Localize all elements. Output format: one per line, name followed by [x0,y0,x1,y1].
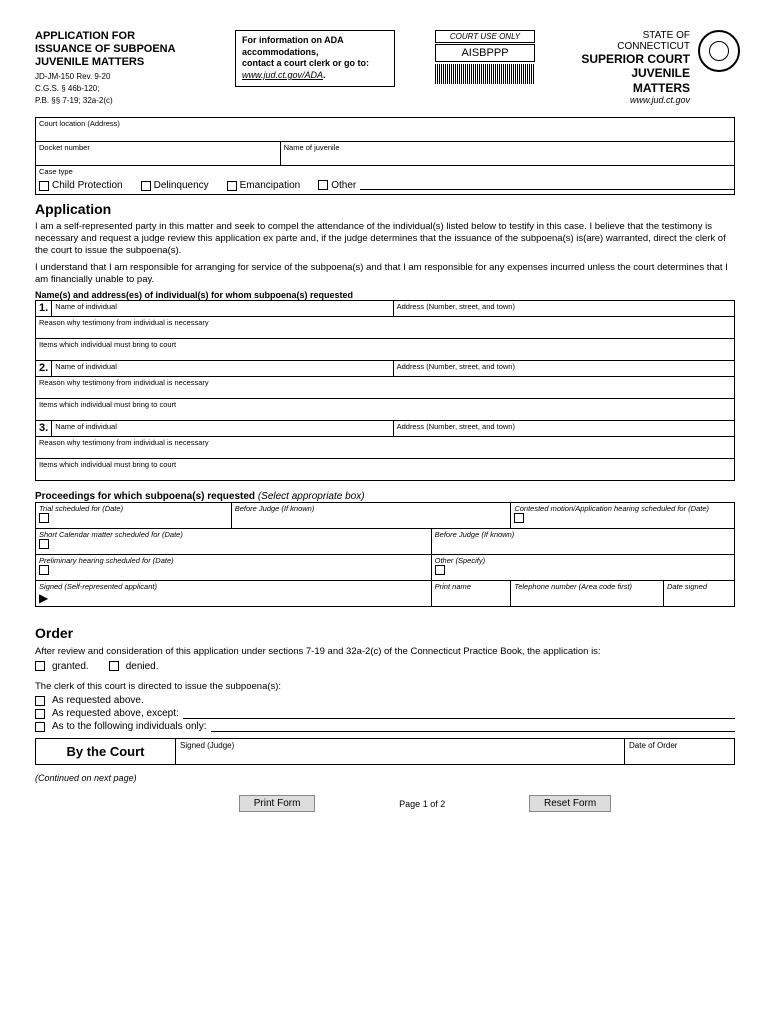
form-title-2: ISSUANCE OF SUBPOENA [35,43,195,56]
ind1-reason-label: Reason why testimony from individual is … [39,318,209,327]
state-seal-icon [698,30,740,72]
checkbox-granted[interactable] [35,661,45,671]
case-type-child: Child Protection [52,180,123,191]
header-court-block: STATE OF CONNECTICUT SUPERIOR COURT JUVE… [575,30,735,105]
reset-form-button[interactable]: Reset Form [529,795,611,812]
form-header: APPLICATION FOR ISSUANCE OF SUBPOENA JUV… [35,30,735,107]
form-number: JD-JM-150 Rev. 9-20 [35,72,195,82]
court-name-2: JUVENILE MATTERS [575,66,690,95]
case-type-delinq: Delinquency [154,180,209,191]
print-form-button[interactable]: Print Form [239,795,316,812]
ada-line1: For information on ADA [242,35,344,45]
granted-label: granted. [52,661,89,672]
ind2-items-label: Items which individual must bring to cou… [39,400,176,409]
as-following-label: As to the following individuals only: [52,721,207,732]
ind3-items-label: Items which individual must bring to cou… [39,460,176,469]
prelim-label: Preliminary hearing scheduled for (Date) [39,556,174,565]
row-2-num: 2. [36,361,52,377]
ada-link[interactable]: www.jud.ct.gov/ADA [242,70,323,80]
checkbox-other-proc[interactable] [435,565,445,575]
checkbox-emancipation[interactable] [227,181,237,191]
by-court-label: By the Court [36,739,176,765]
ada-line2: accommodations, [242,47,319,57]
other-label: Other (Specify) [435,556,485,565]
row-3-num: 3. [36,421,52,437]
court-use-block: COURT USE ONLY AISBPPP [435,30,535,84]
continued-text: (Continued on next page) [35,773,735,783]
ind3-reason-label: Reason why testimony from individual is … [39,438,209,447]
barcode-icon [435,64,535,84]
proceedings-table: Trial scheduled for (Date) Before Judge … [35,502,735,607]
ind1-name-label: Name of individual [55,302,117,311]
contested-label: Contested motion/Application hearing sch… [514,504,709,513]
case-type-label: Case type [39,167,73,176]
form-footer: Print Form Page 1 of 2 Reset Form [35,795,735,812]
phone-label: Telephone number (Area code first) [514,582,632,591]
checkbox-contested[interactable] [514,513,524,523]
proceedings-title: Proceedings for which subpoena(s) reques… [35,491,735,502]
docket-label: Docket number [39,143,90,152]
signed-label: Signed (Self-represented applicant) [39,582,157,591]
checkbox-shortcal[interactable] [39,539,49,549]
checkbox-denied[interactable] [109,661,119,671]
proc-subtitle: (Select appropriate box) [255,491,365,502]
state-name: STATE OF CONNECTICUT [575,30,690,52]
shortcal-label: Short Calendar matter scheduled for (Dat… [39,530,183,539]
row-1-num: 1. [36,301,52,317]
denied-label: denied. [126,661,159,672]
datesigned-label: Date signed [667,582,707,591]
signed-judge-label: Signed (Judge) [180,741,234,750]
form-title-3: JUVENILE MATTERS [35,56,195,69]
case-type-other: Other [331,180,356,191]
application-title: Application [35,201,735,217]
ind2-reason-label: Reason why testimony from individual is … [39,378,209,387]
date-order-label: Date of Order [629,741,677,750]
checkbox-prelim[interactable] [39,565,49,575]
statute-1: C.G.S. § 46b-120; [35,84,195,94]
judge1-label: Before Judge (If known) [235,504,315,513]
ind1-items-label: Items which individual must bring to cou… [39,340,176,349]
checkbox-other[interactable] [318,180,328,190]
court-name-1: SUPERIOR COURT [575,52,690,66]
ind2-addr-label: Address (Number, street, and town) [397,362,515,371]
as-req-except-label: As requested above, except: [52,708,179,719]
trial-label: Trial scheduled for (Date) [39,504,123,513]
ind1-addr-label: Address (Number, street, and town) [397,302,515,311]
statute-2: P.B. §§ 7-19; 32a-2(c) [35,96,195,106]
case-type-eman: Emancipation [240,180,301,191]
case-info-table: Court location (Address) Docket number N… [35,117,735,195]
checkbox-delinquency[interactable] [141,181,151,191]
header-title-block: APPLICATION FOR ISSUANCE OF SUBPOENA JUV… [35,30,195,107]
form-code: AISBPPP [435,44,535,62]
checkbox-as-requested[interactable] [35,696,45,706]
checkbox-following-only[interactable] [35,722,45,732]
ada-info-box: For information on ADA accommodations, c… [235,30,395,87]
proc-title-text: Proceedings for which subpoena(s) reques… [35,491,255,502]
checkbox-as-requested-except[interactable] [35,709,45,719]
names-header: Name(s) and address(es) of individual(s)… [35,290,735,300]
ind3-name-label: Name of individual [55,422,117,431]
court-location-label: Court location (Address) [39,119,120,128]
form-title-1: APPLICATION FOR [35,30,195,43]
order-para: After review and consideration of this a… [35,645,735,658]
ind3-addr-label: Address (Number, street, and town) [397,422,515,431]
court-url[interactable]: www.jud.ct.gov [575,95,690,105]
by-court-table: By the Court Signed (Judge) Date of Orde… [35,738,735,765]
as-req-label: As requested above. [52,695,144,706]
checkbox-trial[interactable] [39,513,49,523]
ada-line3: contact a court clerk or go to: [242,58,369,68]
application-para-1: I am a self-represented party in this ma… [35,221,735,258]
signature-arrow-icon: ▶ [39,591,48,605]
ind2-name-label: Name of individual [55,362,117,371]
individuals-table: 1. Name of individual Address (Number, s… [35,300,735,481]
juvenile-label: Name of juvenile [284,143,340,152]
application-para-2: I understand that I am responsible for a… [35,262,735,287]
court-use-label: COURT USE ONLY [435,30,535,43]
clerk-directed: The clerk of this court is directed to i… [35,680,735,693]
page-number: Page 1 of 2 [399,799,445,809]
order-title: Order [35,625,735,641]
judge2-label: Before Judge (If known) [435,530,515,539]
printname-label: Print name [435,582,471,591]
checkbox-child-protection[interactable] [39,181,49,191]
